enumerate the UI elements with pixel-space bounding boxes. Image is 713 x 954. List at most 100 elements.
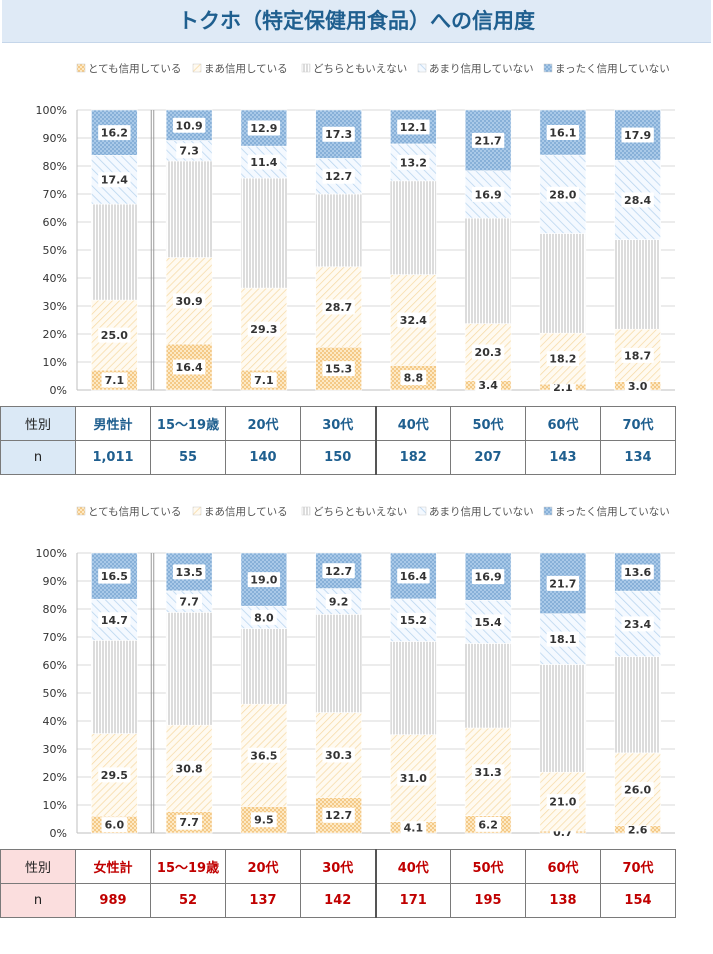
legend-item: あまり信用していない — [417, 63, 534, 75]
data-label-bg — [397, 770, 430, 786]
data-label: 7.3 — [179, 145, 199, 158]
male-n-cell: 143 — [525, 440, 601, 475]
data-label-bg — [98, 327, 131, 343]
bar-segment — [614, 239, 661, 330]
y-tick-label: 60% — [43, 659, 67, 672]
data-label-bg — [98, 125, 131, 141]
legend-item: とても信用している — [76, 63, 181, 75]
data-label-bg — [172, 293, 206, 309]
data-label-bg — [172, 359, 206, 375]
data-label-bg — [621, 127, 654, 143]
legend-label: まったく信用していない — [555, 63, 670, 75]
data-label: 12.9 — [250, 122, 277, 135]
bar-segment — [315, 614, 362, 713]
female-group-cell: 20代 — [225, 849, 301, 884]
female-group-cell: 50代 — [450, 849, 526, 884]
bar-stack: 3.4 20.3 16.9 21.7 — [464, 109, 512, 393]
data-label: 6.0 — [105, 819, 125, 832]
legend-label: あまり信用していない — [429, 63, 534, 75]
data-label: 16.4 — [176, 361, 203, 374]
data-label: 12.1 — [400, 121, 427, 134]
data-label: 18.7 — [624, 349, 651, 362]
data-label: 12.7 — [325, 809, 352, 822]
data-label-bg — [247, 747, 281, 763]
y-tick-label: 40% — [43, 715, 67, 728]
y-tick-label: 90% — [43, 132, 67, 145]
legend-label: まあ信用している — [204, 63, 288, 75]
legend-swatch — [543, 63, 553, 73]
data-label: 16.4 — [400, 570, 427, 583]
female-group-cell: 70代 — [600, 849, 676, 884]
y-tick-label: 20% — [43, 771, 67, 784]
bar-stack: 2.6 26.0 23.4 13.6 — [614, 552, 661, 837]
y-tick-label: 10% — [43, 799, 67, 812]
data-label-bg — [546, 125, 580, 141]
y-tick-label: 0% — [50, 384, 67, 397]
data-label-bg — [400, 819, 427, 835]
data-label-bg — [621, 347, 654, 363]
data-label: 13.2 — [400, 156, 427, 169]
data-label-bg — [325, 593, 352, 609]
female-group-cell: 15～19歳 — [150, 849, 226, 884]
bar-segment — [240, 177, 288, 289]
legend-item: どちらともいえない — [301, 506, 407, 518]
y-tick-label: 90% — [43, 575, 67, 588]
data-label-bg — [322, 361, 355, 377]
female-n-cell: 171 — [374, 883, 451, 918]
legend-swatch — [76, 506, 86, 516]
data-label-bg — [101, 817, 128, 833]
legend-label: とても信用している — [88, 63, 181, 75]
data-label: 7.1 — [105, 374, 125, 387]
y-tick-label: 50% — [43, 687, 67, 700]
male-n-row: n 1,011 55 140 150 182 207 143 134 — [0, 440, 676, 475]
data-label: 3.4 — [478, 379, 498, 392]
y-tick-label: 40% — [43, 272, 67, 285]
data-label: 3.0 — [628, 380, 648, 393]
data-label-bg — [250, 812, 277, 828]
data-label-bg — [400, 370, 427, 386]
male-n-label: n — [0, 440, 76, 475]
bar-segment — [464, 643, 512, 729]
legend-item: まったく信用していない — [543, 63, 670, 75]
bar-stack: 0.721.018.121.7 — [539, 552, 587, 840]
data-label-bg — [98, 568, 131, 584]
data-label: 21.0 — [549, 796, 576, 809]
bar-stack: 6.2 31.3 15.4 16.9 — [464, 552, 512, 834]
bar-segment — [91, 640, 138, 734]
data-label: 14.7 — [101, 614, 128, 627]
data-label: 16.9 — [475, 571, 502, 584]
legend-label: どちらともいえない — [313, 506, 407, 518]
y-tick-label: 70% — [43, 188, 67, 201]
legend-swatch — [192, 506, 202, 516]
data-label: 10.9 — [176, 119, 203, 132]
y-tick-label: 80% — [43, 160, 67, 173]
data-label: 9.2 — [329, 595, 349, 608]
legend-item: まあ信用している — [192, 63, 288, 75]
data-label-bg — [322, 747, 355, 763]
bar-segment — [240, 628, 288, 705]
bar-stack: 3.0 18.7 28.4 17.9 — [614, 109, 661, 394]
data-label: 16.5 — [101, 570, 128, 583]
y-tick-label: 80% — [43, 603, 67, 616]
data-label: 17.3 — [325, 128, 352, 141]
data-label-bg — [322, 563, 355, 579]
bar-stack: 7.1 25.0 17.4 16.2 — [91, 109, 138, 391]
data-label: 19.0 — [250, 574, 277, 587]
data-label: 17.9 — [624, 129, 651, 142]
data-label: 16.2 — [101, 127, 128, 140]
data-label-bg — [621, 781, 654, 797]
female-group-cell: 60代 — [525, 849, 601, 884]
female-group-cell: 女性計 — [75, 849, 151, 884]
data-label-bg — [397, 119, 430, 135]
female-n-label: n — [0, 883, 76, 918]
legend-swatch — [301, 506, 311, 516]
bar-segment — [165, 160, 213, 258]
data-label: 28.7 — [325, 301, 352, 314]
y-tick-label: 60% — [43, 216, 67, 229]
data-label-bg — [250, 372, 277, 388]
data-label: 29.5 — [101, 769, 128, 782]
data-label-bg — [250, 609, 277, 625]
data-label-bg — [546, 794, 580, 810]
bar-segment — [614, 656, 661, 754]
data-label: 7.1 — [254, 374, 274, 387]
